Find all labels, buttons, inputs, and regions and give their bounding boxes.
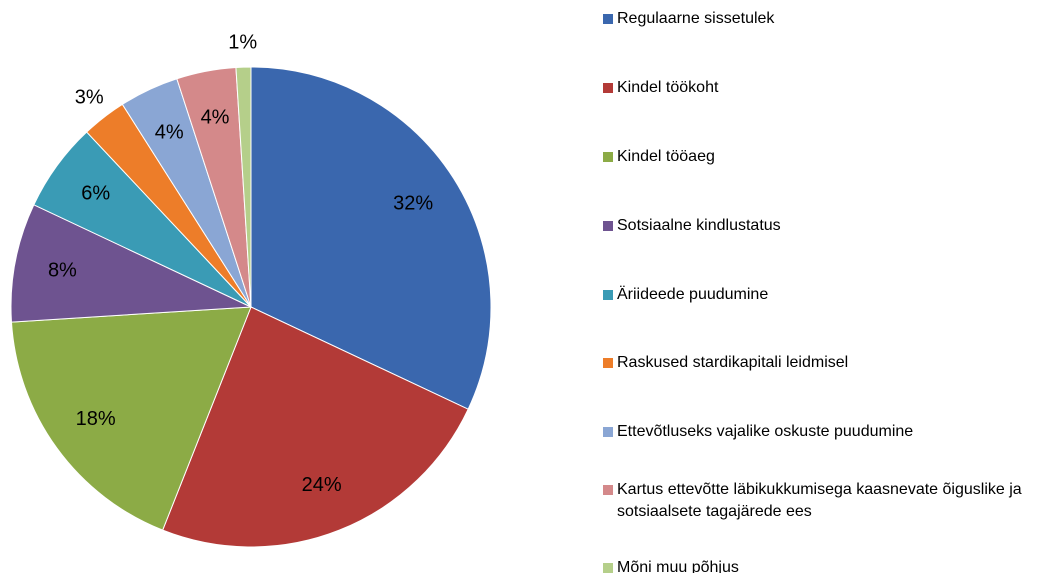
- legend-label: Kartus ettevõtte läbikukkumisega kaasnev…: [617, 481, 1022, 520]
- legend-item: Ettevõtluseks vajalike oskuste puudumine: [603, 421, 1023, 443]
- legend-item: Kindel tööaeg: [603, 146, 1023, 168]
- legend-label: Regulaarne sissetulek: [617, 10, 775, 27]
- pie-slice: [162, 306, 469, 548]
- legend-label: Sotsiaalne kindlustatus: [617, 217, 781, 234]
- data-label: 6%: [81, 182, 110, 204]
- legend-swatch: [603, 358, 613, 368]
- legend-label: Raskused stardikapitali leidmisel: [617, 354, 849, 371]
- legend-swatch: [603, 221, 613, 231]
- legend-swatch: [603, 485, 613, 495]
- legend-label: Äriideede puudumine: [617, 286, 769, 303]
- legend-item: Kartus ettevõtte läbikukkumisega kaasnev…: [603, 479, 1023, 523]
- data-label: 32%: [393, 192, 433, 214]
- legend-item: Raskused stardikapitali leidmisel: [603, 352, 1023, 374]
- legend-item: Äriideede puudumine: [603, 284, 1023, 306]
- legend-label: Ettevõtluseks vajalike oskuste puudumine: [617, 423, 914, 440]
- pie-slice: [235, 66, 252, 308]
- legend-item: Regulaarne sissetulek: [603, 8, 1023, 30]
- legend-swatch: [603, 563, 613, 573]
- legend-swatch: [603, 427, 613, 437]
- pie-slice: [250, 66, 492, 410]
- legend-swatch: [603, 152, 613, 162]
- pie-area: 32% 24% 18% 8% 6% 3% 4% 4% 1%: [10, 31, 492, 548]
- data-label: 8%: [48, 259, 77, 281]
- data-label: 18%: [76, 408, 116, 430]
- data-label: 1%: [228, 31, 257, 53]
- legend-swatch: [603, 14, 613, 24]
- data-label: 4%: [155, 122, 184, 144]
- pie-slice: [10, 204, 252, 323]
- legend-swatch: [603, 290, 613, 300]
- legend-item: Mõni muu põhjus: [603, 557, 1023, 573]
- legend-label: Mõni muu põhjus: [617, 559, 739, 573]
- legend-item: Sotsiaalne kindlustatus: [603, 215, 1023, 237]
- legend-label: Kindel töökoht: [617, 79, 719, 96]
- legend-label: Kindel tööaeg: [617, 148, 715, 165]
- pie-slice: [10, 306, 252, 531]
- data-label: 3%: [75, 87, 104, 109]
- legend-swatch: [603, 83, 613, 93]
- data-label: 24%: [302, 474, 342, 496]
- data-label: 4%: [201, 107, 230, 129]
- legend-item: Kindel töökoht: [603, 77, 1023, 99]
